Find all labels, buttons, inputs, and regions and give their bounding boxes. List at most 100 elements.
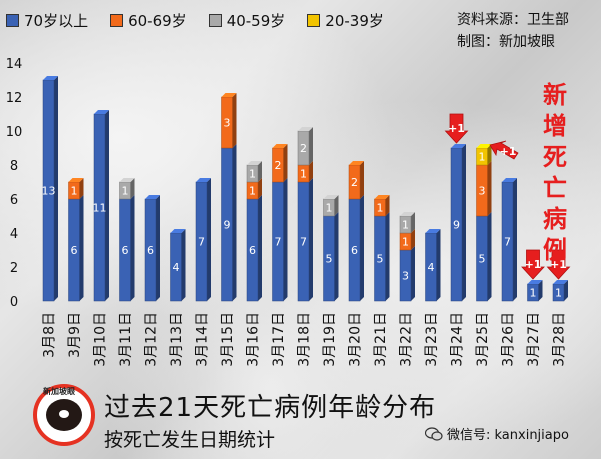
bar-value-label: 5 <box>326 253 333 266</box>
x-tick-label: 3月8日 <box>42 312 58 358</box>
annotation-char: 增 <box>543 112 567 140</box>
bar-value-label: 1 <box>555 287 562 300</box>
x-tick-label: 3月27日 <box>526 312 542 367</box>
bar-top <box>425 229 441 233</box>
bar-side <box>309 127 313 165</box>
x-tick-label: 3月14日 <box>195 312 211 367</box>
logo: 新加坡眼 <box>33 384 95 446</box>
bar-top <box>221 93 237 97</box>
bar-value-label: 1 <box>479 151 486 164</box>
bar-side <box>385 195 390 216</box>
legend-label: 40-59岁 <box>226 12 286 30</box>
bar-value-label: 11 <box>93 202 107 215</box>
bar-top <box>476 144 492 148</box>
x-tick-label: 3月28日 <box>552 312 568 367</box>
legend-swatch <box>6 14 19 27</box>
bar-top <box>272 144 288 148</box>
legend-label: 20-39岁 <box>325 12 384 30</box>
annotation-char: 亡 <box>543 174 567 202</box>
bar-value-label: 6 <box>249 244 256 257</box>
bar-side <box>258 195 262 301</box>
y-tick-label: 4 <box>10 227 18 242</box>
bar-side <box>232 93 237 148</box>
y-tick-label: 6 <box>10 193 18 208</box>
legend-item-70plus: 70岁以上 <box>6 10 88 31</box>
annotation-char: 死 <box>543 143 567 171</box>
source-text: 资料来源：卫生部 <box>457 12 569 28</box>
wechat-id: 微信号: kanxinjiapo <box>425 424 569 443</box>
bar-side <box>130 195 135 301</box>
bar-value-label: 1 <box>249 185 256 198</box>
bar-top <box>43 76 58 80</box>
legend-swatch <box>208 14 222 27</box>
y-tick-label: 10 <box>6 125 23 140</box>
annotation-char: 新 <box>543 81 567 109</box>
bar-value-label: 1 <box>402 236 409 249</box>
bar-side <box>258 178 262 199</box>
bar-side <box>309 178 313 301</box>
bar-value-label: 4 <box>428 261 435 274</box>
bar-value-label: 6 <box>147 244 154 257</box>
bar-side <box>156 195 160 301</box>
bar-value-label: 7 <box>198 236 205 249</box>
bar-top <box>119 178 135 182</box>
bar-side <box>564 280 568 301</box>
bar-top <box>400 212 415 216</box>
logo-text: 新加坡眼 <box>43 387 75 396</box>
bar-value-label: 7 <box>275 236 282 249</box>
new-deaths-annotation: 新 增 死 亡 病 例 <box>540 80 570 266</box>
bar-side <box>487 144 492 165</box>
bar-side <box>309 161 313 182</box>
bar-value-label: 6 <box>351 244 358 257</box>
legend-item-20-39: 20-39岁 <box>307 10 384 31</box>
bar-value-label: 7 <box>504 236 511 249</box>
bar-value-label: 6 <box>122 244 129 257</box>
bar-value-label: 6 <box>71 244 78 257</box>
legend-swatch <box>307 14 321 27</box>
legend: 70岁以上 60-69岁 40-59岁 20-39岁 <box>6 10 384 31</box>
logo-eye-icon <box>59 410 69 418</box>
legend-swatch <box>110 14 124 27</box>
bar-side <box>487 212 492 301</box>
bar-top <box>298 127 313 131</box>
legend-item-40-59: 40-59岁 <box>208 10 286 31</box>
legend-item-60-69: 60-69岁 <box>110 10 187 31</box>
x-tick-label: 3月18日 <box>297 312 313 367</box>
bar-side <box>513 178 517 301</box>
annotation-char: 例 <box>543 236 567 264</box>
legend-label: 70岁以上 <box>24 12 89 30</box>
bar-value-label: 4 <box>173 261 180 274</box>
made-by-text: 制图：新加坡眼 <box>457 34 555 50</box>
x-tick-label: 3月15日 <box>220 312 236 367</box>
bar-value-label: 9 <box>453 219 460 232</box>
bar-side <box>79 178 84 199</box>
x-tick-label: 3月16日 <box>246 312 262 367</box>
bar-top <box>68 178 84 182</box>
new-death-arrow-label: +1 <box>525 258 542 271</box>
chart-title: 过去21天死亡病例年龄分布 <box>104 393 437 423</box>
bar-top <box>247 161 262 165</box>
chart-subtitle: 按死亡发生日期统计 <box>104 429 276 451</box>
bar-value-label: 3 <box>224 117 231 130</box>
x-tick-label: 3月11日 <box>118 312 134 367</box>
new-death-arrow <box>546 249 571 280</box>
bar-value-label: 1 <box>377 202 384 215</box>
bar-side <box>385 212 390 301</box>
x-tick-label: 3月24日 <box>450 312 466 367</box>
bar-value-label: 3 <box>402 270 409 283</box>
bar-side <box>487 161 492 216</box>
bar-top <box>451 144 466 148</box>
bar-side <box>130 178 135 199</box>
bar-value-label: 9 <box>224 219 231 232</box>
bar-side <box>207 178 211 301</box>
bar-side <box>411 246 415 301</box>
y-tick-label: 8 <box>10 159 18 174</box>
bar-top <box>145 195 160 199</box>
y-tick-label: 12 <box>6 91 23 106</box>
wechat-icon <box>425 426 443 441</box>
bar-side <box>105 110 109 301</box>
x-tick-label: 3月17日 <box>271 312 287 367</box>
x-tick-label: 3月23日 <box>424 312 440 367</box>
x-tick-label: 3月26日 <box>501 312 517 367</box>
